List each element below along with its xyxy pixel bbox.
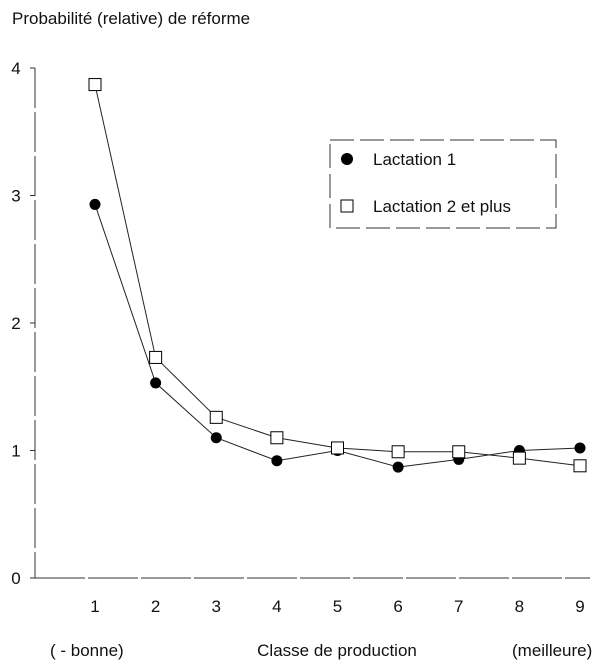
x-tick-label: 5	[333, 597, 342, 616]
point-series-2	[209, 410, 223, 424]
series-markers	[88, 78, 587, 473]
point-series-1	[392, 461, 404, 473]
point-series-1	[89, 198, 101, 210]
point-series-2	[270, 431, 284, 445]
series-line-1	[94, 204, 581, 468]
chart-title: Probabilité (relative) de réforme	[12, 9, 250, 28]
x-tick-label: 3	[212, 597, 221, 616]
legend-marker-lactation-1	[341, 153, 353, 165]
y-tick-label: 2	[11, 314, 20, 333]
x-tick-label: 6	[393, 597, 402, 616]
axes	[30, 67, 590, 579]
legend-box	[329, 139, 557, 229]
point-series-2	[512, 451, 526, 465]
point-series-2	[88, 78, 102, 92]
legend-marker-lactation-2	[340, 199, 354, 213]
x-axis-right-annotation: (meilleure)	[512, 641, 592, 660]
x-axis-left-annotation: ( - bonne)	[50, 641, 124, 660]
point-series-1	[271, 455, 283, 467]
x-tick-label: 9	[575, 597, 584, 616]
x-tick-labels: 1 2 3 4 5 6 7 8 9	[90, 597, 584, 616]
x-tick-label: 7	[454, 597, 463, 616]
point-series-1	[210, 432, 222, 444]
y-tick-label: 0	[11, 569, 20, 588]
point-series-2	[452, 445, 466, 459]
point-series-2	[149, 350, 163, 364]
y-tick-label: 4	[11, 59, 20, 78]
x-tick-label: 2	[151, 597, 160, 616]
series-line-2	[94, 84, 581, 467]
point-series-2	[573, 459, 587, 473]
point-series-2	[391, 445, 405, 459]
x-axis-title: Classe de production	[257, 641, 417, 660]
series-lines	[94, 84, 581, 468]
x-tick-label: 4	[272, 597, 281, 616]
point-series-1	[150, 377, 162, 389]
x-tick-label: 8	[515, 597, 524, 616]
legend-label-lactation-2: Lactation 2 et plus	[373, 197, 511, 216]
y-tick-label: 3	[11, 187, 20, 206]
x-tick-label: 1	[90, 597, 99, 616]
legend: Lactation 1 Lactation 2 et plus	[329, 139, 557, 229]
point-series-1	[574, 442, 586, 454]
point-series-2	[331, 441, 344, 455]
legend-label-lactation-1: Lactation 1	[373, 150, 456, 169]
y-tick-label: 1	[11, 442, 20, 461]
y-tick-labels: 0 1 2 3 4	[11, 59, 20, 588]
